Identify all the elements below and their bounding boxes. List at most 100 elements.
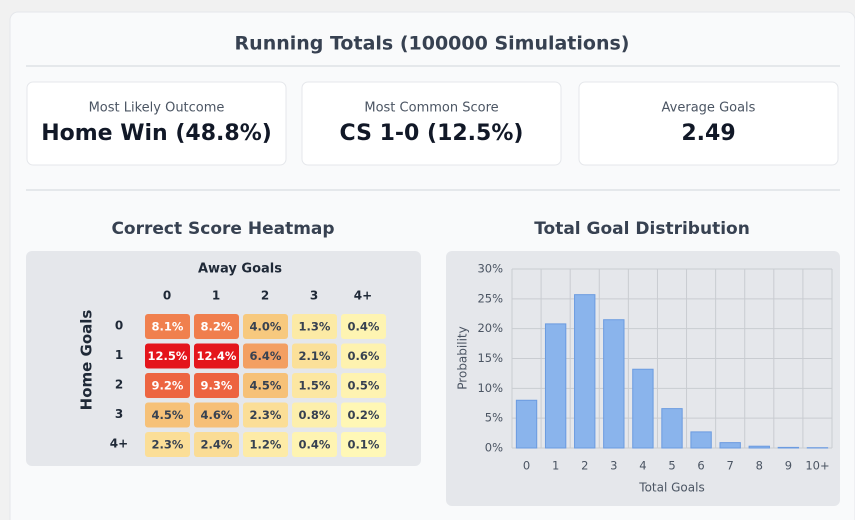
heatmap-cell [243, 343, 288, 369]
heatmap-cell [243, 314, 288, 339]
x-axis-title: Total Goals [638, 481, 704, 495]
heatmap-cell [145, 432, 190, 457]
title: Running Totals (100000 Simulations) [235, 33, 630, 55]
x-tick-label: 1 [552, 459, 559, 473]
cell-label: 6.4% [250, 349, 282, 363]
y-axis-title: Home Goals [78, 310, 96, 411]
card [578, 81, 839, 166]
y-tick-label: 5% [485, 411, 503, 425]
heatmap-cell [194, 373, 239, 398]
cell-label: 8.2% [201, 320, 233, 334]
heatmap-cell [194, 343, 239, 369]
x-tick-label: 8 [756, 459, 763, 473]
bar [719, 442, 741, 449]
cell-label: 0.1% [348, 438, 380, 452]
bar [690, 431, 712, 449]
cell-label: 0.4% [348, 320, 380, 334]
cell-label: 0.5% [348, 379, 380, 393]
heatmap-cell [292, 314, 337, 339]
cell-label: 1.2% [250, 438, 282, 452]
row-label: 4+ [110, 437, 128, 451]
cell-label: 4.6% [201, 408, 233, 422]
heatmap-cell [243, 432, 288, 457]
heatmap-cell [341, 432, 386, 457]
card-value: 2.49 [681, 121, 735, 146]
y-tick-label: 15% [477, 351, 503, 365]
cell-label: 2.4% [201, 438, 233, 452]
heatmap-cell [194, 432, 239, 457]
heatmap-cell [292, 373, 337, 398]
bar [632, 368, 654, 449]
heatmap-cell [292, 432, 337, 457]
heatmap-cell [243, 402, 288, 428]
row-label: 3 [115, 407, 123, 421]
bar [544, 323, 567, 449]
cell-label: 9.3% [201, 379, 233, 393]
bar [661, 408, 683, 449]
heatmap-cell [341, 314, 386, 339]
x-tick-label: 9 [785, 459, 792, 473]
heatmap-title: Correct Score Heatmap [111, 219, 334, 239]
heatmap-cell [341, 373, 386, 398]
cell-label: 1.3% [299, 320, 331, 334]
x-tick-label: 0 [523, 459, 530, 473]
row-label: 2 [115, 378, 123, 392]
cell-label: 0.4% [299, 438, 331, 452]
chart-title: Total Goal Distribution [534, 219, 750, 239]
heatmap-cell [194, 314, 239, 339]
bar [777, 446, 800, 449]
cell-label: 1.5% [299, 379, 331, 393]
cell-label: 2.1% [299, 349, 331, 363]
cell-label: 4.0% [250, 320, 282, 334]
column-label: 0 [163, 289, 171, 303]
heatmap-cell [145, 314, 190, 339]
x-tick-label: 6 [697, 459, 704, 473]
row-label: 1 [115, 348, 123, 362]
heatmap-cell [292, 402, 337, 428]
column-label: 4+ [354, 289, 372, 303]
card-label: Average Goals [662, 101, 756, 116]
column-label: 2 [261, 289, 269, 303]
y-tick-label: 25% [477, 291, 503, 305]
cell-label: 12.4% [197, 349, 237, 363]
cell-label: 8.1% [152, 320, 184, 334]
cell-label: 4.5% [250, 379, 282, 393]
card-label: Most Common Score [364, 101, 498, 116]
cell-label: 12.5% [148, 349, 188, 363]
y-tick-label: 30% [477, 262, 503, 276]
cell-label: 0.2% [348, 408, 380, 422]
x-tick-label: 10+ [805, 459, 829, 473]
x-axis-title: Away Goals [198, 262, 282, 277]
cell-label: 0.8% [299, 408, 331, 422]
card [301, 81, 562, 166]
y-axis-title: Probability [456, 326, 470, 389]
card-label: Most Likely Outcome [89, 101, 225, 116]
x-tick-label: 2 [581, 459, 588, 473]
bar [574, 294, 596, 449]
heatmap-cell [194, 402, 239, 428]
x-tick-label: 3 [610, 459, 617, 473]
bar [748, 445, 770, 449]
x-tick-label: 4 [639, 459, 646, 473]
y-tick-label: 20% [477, 321, 503, 335]
cell-label: 2.3% [250, 408, 282, 422]
column-label: 1 [212, 289, 220, 303]
heatmap-cell [341, 402, 386, 428]
y-tick-label: 0% [485, 441, 503, 455]
x-tick-label: 7 [727, 459, 734, 473]
bar [603, 319, 625, 449]
card [26, 81, 287, 166]
column-label: 3 [310, 289, 318, 303]
row-label: 0 [115, 319, 123, 333]
heatmap-cell [341, 343, 386, 369]
y-tick-label: 10% [477, 381, 503, 395]
heatmap-cell [243, 373, 288, 398]
card-value: Home Win (48.8%) [41, 121, 272, 146]
card-value: CS 1-0 (12.5%) [340, 121, 524, 146]
heatmap-cell [292, 343, 337, 369]
x-tick-label: 5 [668, 459, 675, 473]
heatmap-cell [145, 402, 190, 428]
heatmap-cell [145, 343, 190, 369]
